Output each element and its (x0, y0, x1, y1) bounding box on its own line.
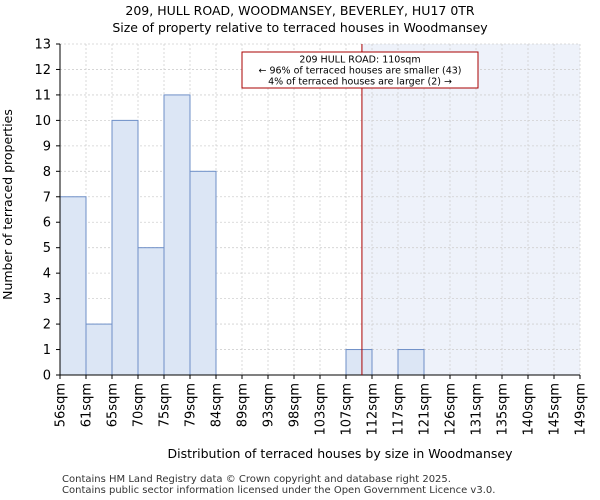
bar (137, 247, 165, 376)
y-tick-label: 13 (34, 38, 51, 53)
x-tick-label: 98sqm (288, 383, 303, 427)
x-tick-label: 126sqm (444, 383, 459, 436)
x-tick-label: 112sqm (366, 383, 381, 436)
y-tick-label: 12 (34, 63, 51, 78)
x-tick-label: 135sqm (496, 383, 511, 436)
y-tick-label: 3 (43, 292, 51, 307)
y-tick-label: 1 (43, 343, 51, 358)
bar (397, 349, 425, 376)
x-tick-label: 131sqm (470, 383, 485, 436)
y-axis-label: Number of terraced properties (0, 109, 15, 300)
x-tick-label: 84sqm (210, 383, 225, 427)
y-tick-label: 2 (43, 318, 51, 333)
y-tick-label: 11 (34, 88, 51, 103)
x-tick-label: 140sqm (522, 383, 537, 436)
x-tick-label: 61sqm (80, 383, 95, 427)
bar (163, 94, 191, 376)
x-tick-label: 145sqm (548, 383, 563, 436)
y-tick-label: 8 (43, 165, 51, 180)
x-tick-label: 121sqm (418, 383, 433, 436)
bar (59, 196, 87, 376)
x-tick-label: 117sqm (392, 383, 407, 436)
x-tick-label: 75sqm (158, 383, 173, 427)
x-tick-label: 89sqm (236, 383, 251, 427)
x-tick-label: 107sqm (340, 383, 355, 436)
x-tick-label: 79sqm (184, 383, 199, 427)
x-tick-label: 103sqm (314, 383, 329, 436)
x-axis-label: Distribution of terraced houses by size … (168, 446, 514, 461)
bar (345, 349, 373, 376)
annotation-line: 4% of terraced houses are larger (2) → (268, 77, 452, 88)
y-tick-label: 7 (43, 190, 51, 205)
x-tick-label: 149sqm (574, 383, 589, 436)
annotation-line: 209 HULL ROAD: 110sqm (299, 55, 420, 66)
bar (111, 119, 139, 376)
x-tick-label: 65sqm (106, 383, 121, 427)
footer-licence: Contains public sector information licen… (62, 485, 496, 496)
y-tick-label: 6 (43, 216, 51, 231)
y-tick-label: 4 (43, 267, 51, 282)
x-tick-label: 56sqm (54, 383, 69, 427)
highlight-region (361, 44, 580, 375)
x-tick-label: 70sqm (132, 383, 147, 427)
bar (189, 170, 217, 376)
chart-subtitle: Size of property relative to terraced ho… (112, 20, 488, 35)
chart-title: 209, HULL ROAD, WOODMANSEY, BEVERLEY, HU… (125, 3, 475, 18)
bar (85, 323, 113, 376)
x-tick-label: 93sqm (262, 383, 277, 427)
y-tick-label: 5 (43, 241, 51, 256)
footer-copyright: Contains HM Land Registry data © Crown c… (62, 474, 451, 485)
y-tick-label: 0 (43, 369, 51, 384)
annotation-box (241, 51, 479, 89)
y-tick-label: 9 (43, 139, 51, 154)
annotation-line: ← 96% of terraced houses are smaller (43… (258, 66, 461, 77)
y-tick-label: 10 (34, 114, 51, 129)
